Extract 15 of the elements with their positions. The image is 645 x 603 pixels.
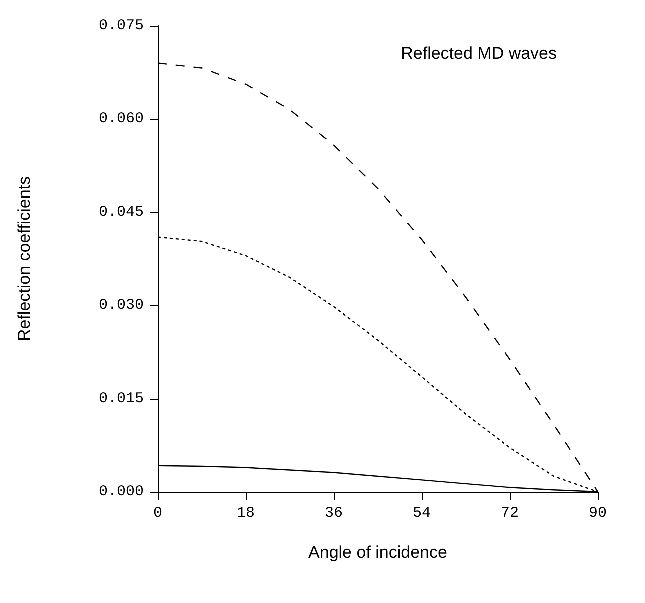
x-tick-label: 72 — [500, 505, 520, 522]
x-axis-title: Angle of incidence — [308, 543, 448, 562]
x-tick-label: 0 — [153, 505, 163, 522]
y-tick-label: 0.000 — [98, 484, 144, 500]
x-tick-label: 36 — [324, 505, 344, 522]
y-tick-label: 0.045 — [98, 204, 144, 221]
x-tick-label: 18 — [236, 505, 256, 522]
x-tick-label: 54 — [412, 505, 432, 522]
x-tick-label: 90 — [588, 505, 608, 522]
y-axis-title: Reflection coefficients — [15, 176, 34, 342]
y-tick-label: 0.030 — [98, 297, 144, 314]
y-tick-label: 0.015 — [98, 390, 144, 408]
text: Reflected MD waves — [401, 44, 557, 63]
y-tick-label: 0.075 — [98, 18, 144, 34]
y-tick-label: 0.060 — [98, 110, 144, 128]
